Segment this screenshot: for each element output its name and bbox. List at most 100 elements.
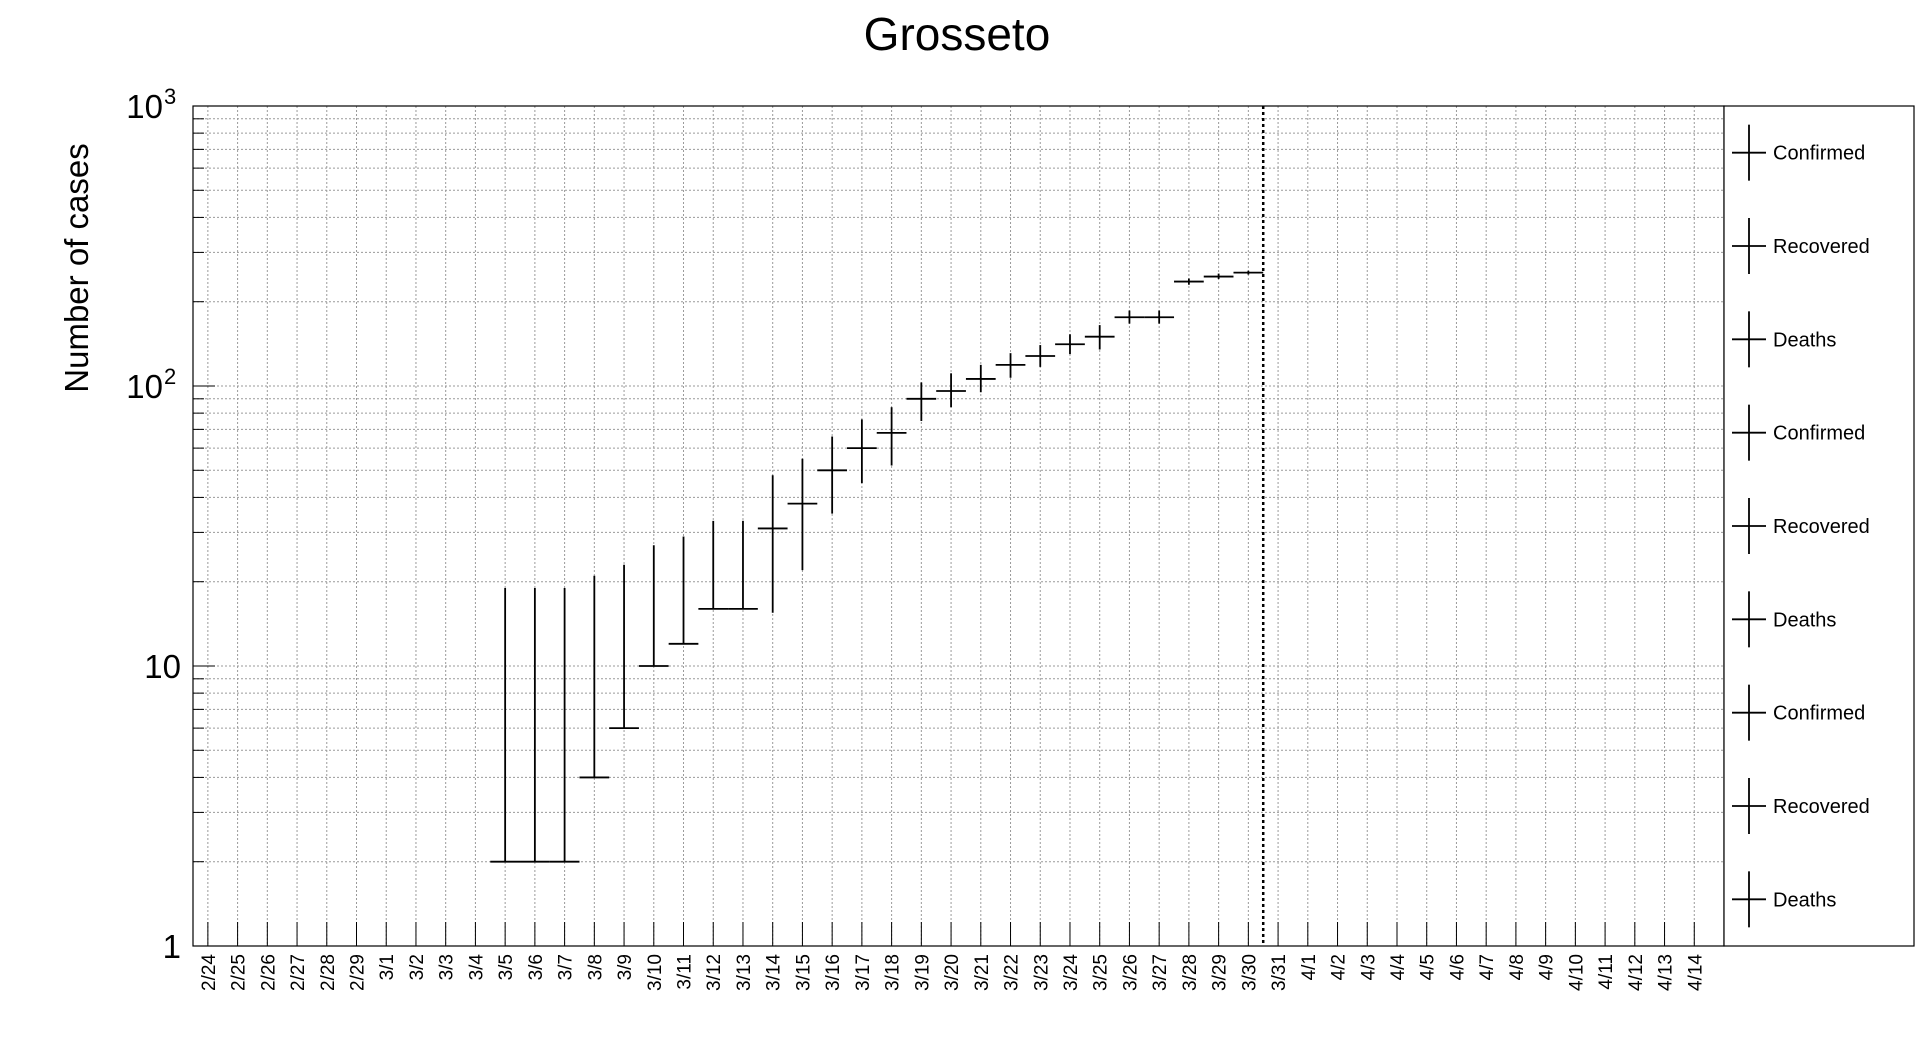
data-point: [609, 564, 639, 730]
y-tick-label: 10: [144, 648, 181, 685]
legend-label: Recovered: [1773, 516, 1870, 538]
chart-title: Grosseto: [864, 8, 1051, 60]
data-point: [1144, 310, 1175, 324]
y-tick-exponent: 2: [164, 364, 176, 389]
x-tick-labels: 2/24 2/25 2/26 2/27 2/28 2/29 3/1 3/2 3/3 3/4 3/5 3…: [199, 954, 1706, 991]
legend-label: Deaths: [1773, 609, 1836, 631]
x-tick-label: 3/15: [793, 954, 814, 991]
x-tick-label: 4/7: [1477, 954, 1498, 980]
data-point: [520, 587, 550, 863]
x-tick-label: 3/30: [1239, 954, 1260, 991]
y-tick-label: 1: [163, 928, 181, 965]
x-tick-label: 3/24: [1061, 954, 1082, 991]
x-tick-label: 3/9: [615, 954, 636, 980]
x-tick-label: 4/9: [1537, 954, 1558, 980]
data-point: [995, 353, 1026, 378]
x-tick-label: 3/26: [1120, 954, 1141, 991]
legend-entry: Deaths: [1732, 591, 1836, 648]
data-point: [728, 520, 758, 610]
data-points: [490, 270, 1264, 863]
data-point: [1174, 278, 1204, 285]
legend-entry: Confirmed: [1732, 124, 1865, 181]
data-point: [549, 587, 580, 863]
x-tick-label: 3/10: [645, 954, 666, 991]
x-tick-label: 3/29: [1210, 954, 1231, 991]
x-tick-label: 3/23: [1031, 954, 1052, 991]
x-tick-label: 3/18: [883, 954, 904, 991]
x-tick-label: 3/27: [1150, 954, 1171, 991]
x-tick-label: 4/2: [1329, 954, 1350, 980]
x-tick-label: 3/16: [823, 954, 844, 991]
data-point: [668, 536, 699, 645]
legend: Confirmed Recovered Deaths Confirmed Recover…: [1723, 105, 1915, 947]
x-tick-label: 4/4: [1388, 954, 1409, 981]
x-tick-label: 3/11: [675, 954, 696, 990]
data-point: [906, 382, 937, 421]
legend-label: Confirmed: [1773, 143, 1865, 165]
x-tick-label: 2/25: [229, 954, 250, 991]
legend-label: Deaths: [1773, 329, 1836, 351]
legend-entry: Deaths: [1732, 311, 1836, 368]
legend-label: Recovered: [1773, 236, 1870, 258]
data-point: [1233, 270, 1264, 275]
x-tick-label: 4/8: [1507, 954, 1528, 980]
legend-label: Confirmed: [1773, 423, 1865, 445]
x-tick-label: 3/13: [734, 954, 755, 991]
plot-frame: [192, 105, 1725, 947]
data-point: [936, 373, 966, 408]
x-tick-label: 3/3: [437, 954, 458, 980]
x-tick-label: 3/5: [496, 954, 517, 980]
data-point: [965, 364, 996, 393]
legend-label: Confirmed: [1773, 703, 1865, 725]
x-tick-label: 2/29: [348, 954, 369, 991]
data-point: [490, 587, 521, 863]
data-point: [1203, 273, 1234, 280]
x-tick-label: 4/11: [1596, 954, 1617, 990]
x-tick-label: 3/19: [912, 954, 933, 991]
x-tick-label: 2/28: [318, 954, 339, 991]
legend-entry: Confirmed: [1732, 404, 1865, 461]
data-point: [787, 458, 818, 571]
grid: [193, 106, 1724, 946]
data-point: [817, 436, 848, 514]
x-tick-label: 3/8: [585, 954, 606, 980]
x-tick-label: 3/2: [407, 954, 428, 980]
x-tick-label: 3/6: [526, 954, 547, 980]
x-tick-label: 3/4: [466, 954, 487, 981]
data-point: [847, 419, 877, 484]
x-tick-label: 3/21: [972, 954, 993, 991]
axes: [192, 105, 1725, 947]
legend-entry: Deaths: [1732, 871, 1836, 928]
x-tick-label: 3/20: [942, 954, 963, 991]
x-tick-label: 3/25: [1091, 954, 1112, 991]
y-tick-exponent: 3: [164, 84, 176, 109]
legend-entry: Recovered: [1732, 498, 1870, 554]
y-axis-label: Number of cases: [58, 143, 95, 392]
x-tick-label: 3/1: [377, 954, 398, 980]
data-point: [1114, 310, 1145, 324]
x-tick-label: 3/22: [1002, 954, 1023, 991]
x-tick-label: 4/6: [1447, 954, 1468, 980]
legend-entry: Recovered: [1732, 218, 1870, 274]
x-tick-label: 4/12: [1626, 954, 1647, 991]
y-tick-label: 10: [126, 368, 163, 405]
x-tick-label: 3/7: [556, 954, 577, 980]
x-tick-label: 4/14: [1685, 954, 1706, 991]
x-tick-label: 3/12: [704, 954, 725, 991]
data-point: [1025, 345, 1056, 367]
x-tick-label: 4/5: [1418, 954, 1439, 980]
x-tick-label: 2/26: [258, 954, 279, 991]
x-tick-label: 3/17: [853, 954, 874, 991]
data-point: [698, 520, 729, 610]
x-tick-label: 3/28: [1180, 954, 1201, 991]
legend-label: Deaths: [1773, 889, 1836, 911]
x-tick-label: 3/14: [764, 954, 785, 991]
data-point: [638, 545, 669, 667]
legend-label: Recovered: [1773, 796, 1870, 818]
x-tick-label: 4/3: [1358, 954, 1379, 980]
data-point: [1055, 334, 1085, 355]
data-point: [757, 475, 788, 613]
x-tick-label: 4/13: [1656, 954, 1677, 991]
